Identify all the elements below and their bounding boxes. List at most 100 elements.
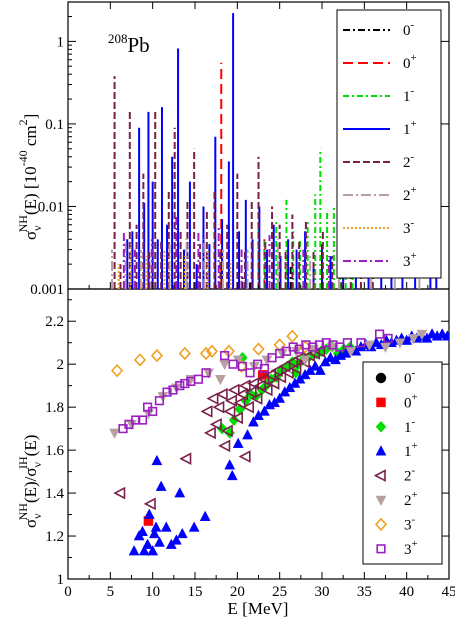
bottom-legend-label-0minus: 0-: [404, 367, 416, 387]
top-legend-label-sup: +: [411, 52, 417, 64]
point-3minus: [205, 344, 219, 358]
x-axis-label: E [MeV]: [228, 599, 289, 618]
point-3plus: [175, 381, 185, 391]
point-1plus: [259, 405, 270, 416]
bot-ylabel-nu: ν: [30, 513, 44, 519]
point-3plus: [356, 338, 366, 348]
axes-ticks: 0 5 10 15 20 25 30 35 40 450.0010.010.1111.21.41.…: [30, 1, 455, 600]
top-legend-label-base: 0: [403, 23, 411, 39]
top-legend-label-3plus: 3+: [403, 250, 417, 270]
point-2plus: [416, 329, 428, 341]
point-1plus: [309, 360, 321, 371]
point-1plus: [226, 469, 238, 481]
point-2minus: [270, 364, 283, 377]
top-legend-label-base: 3: [403, 221, 411, 237]
bottom-y-tick-label: 1.4: [45, 486, 64, 502]
top-ylabel-tail: (E) [10: [21, 166, 40, 215]
bottom-legend-label-3plus: 3+: [404, 538, 418, 558]
point-1plus: [170, 534, 182, 545]
x-tick-label: 10: [145, 584, 160, 600]
point-1plus: [148, 527, 160, 539]
bottom-y-axis-label: σνNH(E)/σνIH(E): [16, 435, 44, 528]
bottom-legend-label-3minus: 3-: [404, 513, 416, 533]
bottom-y-tick-label: 1.8: [45, 400, 64, 416]
point-2minus: [113, 486, 126, 500]
point-2minus: [289, 362, 302, 375]
x-tick-label: 25: [272, 584, 287, 600]
bottom-legend-label-sup: +: [412, 489, 418, 501]
top-legend-label-1plus: 1+: [403, 118, 417, 138]
point-3minus: [199, 346, 213, 361]
bottom-chart-points: [109, 328, 449, 556]
point-3plus: [228, 359, 238, 369]
bottom-legend-marker-2minus: [373, 469, 386, 482]
point-2plus: [109, 428, 120, 439]
top-legend: 0-0+1-1+2-2+3-3+: [336, 9, 442, 279]
point-1plus: [142, 538, 154, 549]
point-3plus: [137, 415, 148, 425]
point-2minus: [260, 383, 273, 397]
x-tick-label: 15: [188, 584, 203, 600]
top-legend-label-sup: -: [411, 19, 415, 31]
point-1plus: [128, 545, 140, 556]
top-ylabel-unit-exp: 2: [16, 119, 30, 125]
bottom-y-tick-label: 1: [57, 572, 65, 588]
point-2minus: [220, 424, 233, 438]
top-y-axis-label: σνNH(E) [10-40 cm2]: [16, 114, 44, 240]
bot-ylabel-nh: NH: [16, 503, 30, 521]
point-2minus: [223, 405, 236, 418]
bottom-legend-label-base: 1: [404, 420, 412, 436]
point-2minus: [263, 368, 277, 382]
point-3plus: [321, 338, 331, 348]
top-ylabel-close: ]: [21, 114, 40, 120]
point-1plus: [154, 536, 165, 547]
point-1plus: [147, 545, 159, 556]
bottom-legend-label-base: 2: [404, 493, 412, 509]
top-legend-label-0minus: 0-: [403, 19, 415, 39]
point-2minus: [179, 452, 192, 466]
point-2minus: [267, 377, 280, 390]
bottom-legend-marker-3plus: [376, 544, 386, 554]
bottom-legend-label-sup: -: [412, 513, 416, 525]
bottom-legend-label-sup: -: [412, 416, 416, 428]
point-1plus: [150, 521, 162, 532]
point-2plus: [219, 359, 231, 371]
top-legend-label-sup: +: [411, 250, 417, 262]
point-2minus: [143, 497, 156, 511]
point-2plus: [363, 340, 375, 351]
top-legend-label-base: 1: [403, 89, 411, 105]
point-1plus: [274, 392, 286, 403]
point-1plus: [151, 454, 163, 466]
bottom-legend-label-sup: +: [412, 391, 418, 403]
top-legend-label-base: 1: [403, 122, 411, 138]
point-3plus: [328, 340, 338, 350]
point-1plus: [174, 487, 186, 498]
top-ylabel-nu: ν: [30, 225, 44, 231]
point-3plus: [259, 363, 270, 374]
bottom-legend-marker-1plus: [375, 445, 387, 456]
bottom-legend-marker-0plus: [376, 397, 386, 408]
bottom-legend-marker-1minus: [375, 420, 387, 433]
bottom-legend-label-0plus: 0+: [404, 391, 418, 411]
bottom-y-tick-label: 2: [57, 357, 65, 373]
bottom-legend-label-sup: -: [412, 465, 416, 477]
point-2plus: [299, 355, 311, 366]
point-3plus: [288, 342, 298, 352]
top-y-tick-label: 0.01: [38, 199, 64, 215]
bot-ylabel-sigma: σ: [21, 519, 40, 528]
isotope-mass: 208: [108, 31, 128, 46]
point-3minus: [133, 353, 147, 367]
point-2minus: [285, 355, 299, 369]
top-y-tick-label: 0.1: [45, 117, 64, 133]
point-2minus: [250, 392, 263, 405]
point-1plus: [314, 364, 326, 375]
isotope-symbol: Pb: [128, 33, 150, 57]
point-3minus: [252, 342, 265, 356]
point-3plus: [314, 340, 325, 350]
point-3plus: [180, 378, 190, 389]
bottom-legend-label-base: 0: [404, 395, 412, 411]
bot-ylabel-nu2: ν: [30, 461, 44, 467]
point-1plus: [232, 437, 244, 448]
bottom-y-tick-label: 1.6: [45, 443, 64, 459]
top-legend-label-base: 2: [403, 188, 411, 204]
